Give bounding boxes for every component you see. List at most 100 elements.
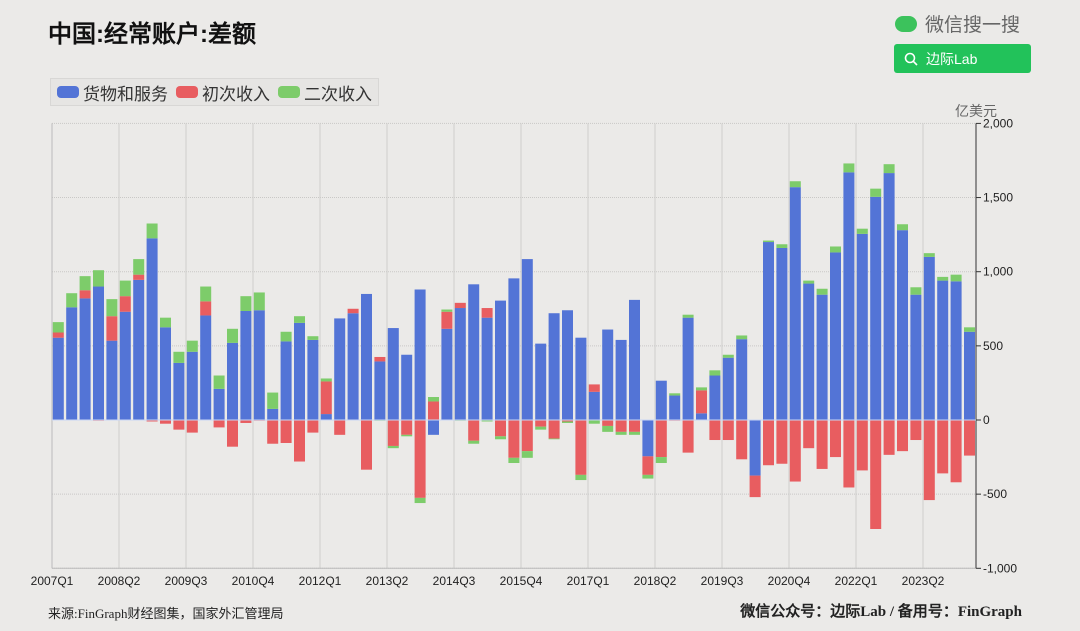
bar-goods-services [964,331,975,420]
y-tick-label: 1,000 [983,265,1013,279]
bar-primary-income [146,420,158,422]
bar-primary-income [548,420,560,439]
bar-secondary-income [186,340,198,352]
bar-secondary-income [562,421,573,423]
bar-goods-services [401,354,413,420]
bar-secondary-income [468,440,480,444]
bar-goods-services [66,307,78,420]
x-tick-label: 2018Q2 [634,574,677,588]
bar-secondary-income [495,436,506,440]
bar-primary-income [629,420,640,432]
bar-goods-services [776,247,788,420]
x-tick-label: 2014Q3 [433,574,476,588]
bar-primary-income [910,420,922,441]
bar-primary-income [749,475,761,498]
bar-secondary-income [173,351,185,363]
bar-secondary-income [79,276,91,291]
bar-goods-services [696,413,707,420]
bar-secondary-income [133,259,145,275]
bar-secondary-income [521,451,533,458]
bar-secondary-income [870,188,882,197]
bar-primary-income [655,420,667,458]
y-tick-label: -1,000 [983,561,1017,575]
bar-primary-income [106,316,118,341]
bar-secondary-income [964,327,975,332]
bar-secondary-income [52,322,64,333]
x-tick-label: 2020Q4 [768,574,811,588]
bar-secondary-income [481,420,493,422]
bar-primary-income [964,420,975,456]
source-note: 来源:FinGraph财经图集，国家外汇管理局 [48,606,284,621]
bar-goods-services [910,294,922,420]
bar-goods-services [575,337,587,420]
bar-secondary-income [66,293,78,308]
y-tick-label: 0 [983,413,990,427]
bar-goods-services [722,357,734,420]
bar-goods-services [495,300,506,420]
bar-primary-income [173,420,185,430]
bar-primary-income [374,356,386,362]
bar-secondary-income [253,292,265,311]
x-tick-label: 2013Q2 [366,574,409,588]
bar-primary-income [763,420,774,466]
bar-secondary-income [682,314,694,318]
bar-goods-services [535,343,547,420]
legend-item-goods-services[interactable]: 货物和服务 [57,80,168,105]
legend-swatch-goods-services [57,86,79,98]
bar-goods-services [320,414,332,420]
bar-secondary-income [160,317,171,328]
bar-secondary-income [508,457,520,464]
bar-goods-services [615,339,627,420]
bar-secondary-income [213,375,225,389]
bar-goods-services [749,420,761,476]
bar-primary-income [200,301,212,316]
bar-goods-services [414,289,426,420]
bar-primary-income [897,420,908,452]
search-box[interactable]: 边际Lab [894,44,1031,73]
account-note: 微信公众号：边际Lab / 备用号：FinGraph [740,604,1022,620]
bar-goods-services [93,286,104,420]
bar-secondary-income [669,393,681,396]
bar-secondary-income [655,457,667,464]
legend-item-secondary-income[interactable]: 二次收入 [278,80,372,105]
bar-primary-income [414,420,426,498]
bar-goods-services [870,196,882,420]
legend: 货物和服务 初次收入 二次收入 [50,78,379,106]
x-tick-label: 2008Q2 [98,574,141,588]
bar-goods-services [52,337,64,420]
bar-secondary-income [535,426,547,430]
bar-primary-income [240,420,252,423]
x-tick-label: 2012Q1 [299,574,342,588]
bar-secondary-income [937,276,949,281]
bar-secondary-income [119,280,131,297]
legend-swatch-secondary-income [278,86,300,98]
bar-goods-services [79,298,91,420]
bar-goods-services [227,342,238,420]
bar-secondary-income [709,370,721,376]
bar-primary-income [508,420,520,458]
bar-secondary-income [910,287,922,295]
bar-secondary-income [856,228,868,234]
bar-goods-services [682,317,694,420]
bar-secondary-income [883,164,895,174]
legend-item-primary-income[interactable]: 初次收入 [176,80,270,105]
bar-secondary-income [642,474,654,479]
bar-primary-income [696,390,707,414]
bar-primary-income [79,290,91,299]
bar-secondary-income [696,387,707,391]
bar-primary-income [588,384,600,392]
bar-secondary-income [789,181,801,188]
search-label: 边际Lab [926,50,978,67]
bar-secondary-income [387,445,399,449]
bar-secondary-income [307,336,319,340]
bar-secondary-income [830,246,841,253]
bar-goods-services [294,322,305,420]
bar-secondary-income [776,244,788,248]
bar-goods-services [669,395,681,420]
x-tick-label: 2017Q1 [567,574,610,588]
bar-primary-income [441,311,453,329]
y-tick-label: -500 [983,487,1007,501]
bar-goods-services [441,328,453,420]
bar-primary-income [776,420,788,464]
